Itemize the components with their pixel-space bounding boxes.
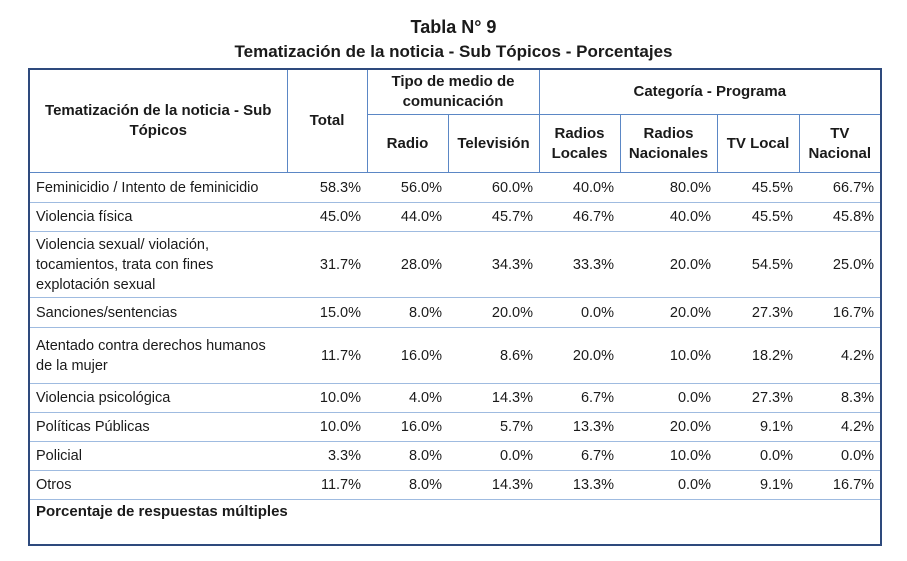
- cell-value: 46.7%: [539, 202, 620, 232]
- cell-value: 40.0%: [620, 202, 717, 232]
- cell-value: 14.3%: [448, 383, 539, 413]
- cell-value: 10.0%: [287, 383, 367, 413]
- row: Sanciones/sentencias 15.0% 8.0% 20.0% 0.0% 20…: [29, 297, 882, 328]
- cell-value: 16.0%: [367, 412, 448, 442]
- cell-value: 8.0%: [367, 441, 448, 471]
- cell-value: 20.0%: [620, 412, 717, 442]
- cell-value: 9.1%: [717, 470, 799, 500]
- cell-value: 56.0%: [367, 172, 448, 203]
- cell-value: 45.5%: [717, 202, 799, 232]
- cell-value: 0.0%: [620, 383, 717, 413]
- header-cell: Radio: [366, 114, 449, 173]
- cell-value: 28.0%: [367, 231, 448, 298]
- row: Violencia física 45.0% 44.0% 45.7% 46.7% 40.0…: [29, 202, 882, 232]
- row: Atentado contra derechos humanos de la m…: [29, 327, 882, 384]
- row: Feminicidio / Intento de feminicidio 58.3…: [29, 172, 882, 203]
- cell-value: 4.0%: [367, 383, 448, 413]
- cell-value: 16.7%: [799, 470, 882, 500]
- header-cell: Tipo de medio de comunicación: [366, 68, 540, 115]
- cell-value: 27.3%: [717, 383, 799, 413]
- header-cell: TV Nacional: [798, 114, 882, 173]
- cell-label: Violencia psicológica: [29, 383, 287, 413]
- cell-value: 13.3%: [539, 412, 620, 442]
- cell-label: Policial: [29, 441, 287, 471]
- cell-value: 14.3%: [448, 470, 539, 500]
- header-cell: TV Local: [716, 114, 800, 173]
- cell-label: Atentado contra derechos humanos de la m…: [29, 327, 287, 384]
- cell-value: 10.0%: [620, 327, 717, 384]
- cell-value: 27.3%: [717, 297, 799, 328]
- cell-value: 15.0%: [287, 297, 367, 328]
- cell-value: 0.0%: [799, 441, 882, 471]
- cell-value: 54.5%: [717, 231, 799, 298]
- cell-value: 20.0%: [539, 327, 620, 384]
- cell-label: Políticas Públicas: [29, 412, 287, 442]
- cell-value: 0.0%: [717, 441, 799, 471]
- cell-value: 0.0%: [539, 297, 620, 328]
- cell-label: Feminicidio / Intento de feminicidio: [29, 172, 287, 203]
- cell-value: 18.2%: [717, 327, 799, 384]
- cell-value: 0.0%: [448, 441, 539, 471]
- cell-value: 9.1%: [717, 412, 799, 442]
- cell-value: 20.0%: [448, 297, 539, 328]
- cell-value: 8.3%: [799, 383, 882, 413]
- cell-value: 66.7%: [799, 172, 882, 203]
- cell-label: Violencia física: [29, 202, 287, 232]
- cell-value: 45.5%: [717, 172, 799, 203]
- cell-value: 60.0%: [448, 172, 539, 203]
- cell-label: Sanciones/sentencias: [29, 297, 287, 328]
- header-cell: Radios Nacionales: [619, 114, 718, 173]
- cell-value: 20.0%: [620, 297, 717, 328]
- cell-value: 45.7%: [448, 202, 539, 232]
- row: Otros 11.7% 8.0% 14.3% 13.3% 0.0% 9.1% 16.7%: [29, 470, 882, 500]
- cell-value: 10.0%: [287, 412, 367, 442]
- cell-value: 31.7%: [287, 231, 367, 298]
- cell-value: 34.3%: [448, 231, 539, 298]
- cell-value: 4.2%: [799, 327, 882, 384]
- cell-label: Otros: [29, 470, 287, 500]
- cell-value: 8.6%: [448, 327, 539, 384]
- cell-value: 44.0%: [367, 202, 448, 232]
- footer-row: Porcentaje de respuestas múltiples: [29, 499, 882, 546]
- cell-value: 33.3%: [539, 231, 620, 298]
- cell-value: 6.7%: [539, 441, 620, 471]
- cell-value: 45.0%: [287, 202, 367, 232]
- cell-value: 8.0%: [367, 297, 448, 328]
- cell-value: 0.0%: [620, 470, 717, 500]
- cell-value: 13.3%: [539, 470, 620, 500]
- cell-value: 11.7%: [287, 327, 367, 384]
- header-cell: Radios Locales: [538, 114, 621, 173]
- cell-value: 8.0%: [367, 470, 448, 500]
- cell-value: 20.0%: [620, 231, 717, 298]
- title: Tabla N° 9: [410, 17, 497, 37]
- cell-value: 45.8%: [799, 202, 882, 232]
- cell-label: Violencia sexual/ violación, tocamientos…: [29, 231, 287, 298]
- cell-value: 58.3%: [287, 172, 367, 203]
- row: Violencia psicológica 10.0% 4.0% 14.3% 6.7% 0…: [29, 383, 882, 413]
- cell-value: 16.0%: [367, 327, 448, 384]
- header-cell: Tematización de la noticia - Sub Tópicos: [28, 68, 288, 173]
- cell-value: 25.0%: [799, 231, 882, 298]
- row: Policial 3.3% 8.0% 0.0% 6.7% 10.0% 0.0% 0.0%: [29, 441, 882, 471]
- cell-value: 40.0%: [539, 172, 620, 203]
- cell-value: 80.0%: [620, 172, 717, 203]
- subtitle: Tematización de la noticia - Sub Tópicos…: [234, 42, 673, 61]
- header-cell: Total: [286, 68, 368, 173]
- cell-value: 16.7%: [799, 297, 882, 328]
- header-cell: Televisión: [447, 114, 540, 173]
- footer: Porcentaje de respuestas múltiples: [29, 499, 882, 546]
- table: Tematización de la noticia - Sub Tópicos…: [28, 68, 883, 546]
- cell-value: 5.7%: [448, 412, 539, 442]
- cell-value: 6.7%: [539, 383, 620, 413]
- cell-value: 10.0%: [620, 441, 717, 471]
- row: Violencia sexual/ violación, tocamientos…: [29, 231, 882, 298]
- cell-value: 11.7%: [287, 470, 367, 500]
- header-cell: Categoría - Programa: [538, 68, 882, 115]
- cell-value: 3.3%: [287, 441, 367, 471]
- cell-value: 4.2%: [799, 412, 882, 442]
- row: Políticas Públicas 10.0% 16.0% 5.7% 13.3% 20.…: [29, 412, 882, 442]
